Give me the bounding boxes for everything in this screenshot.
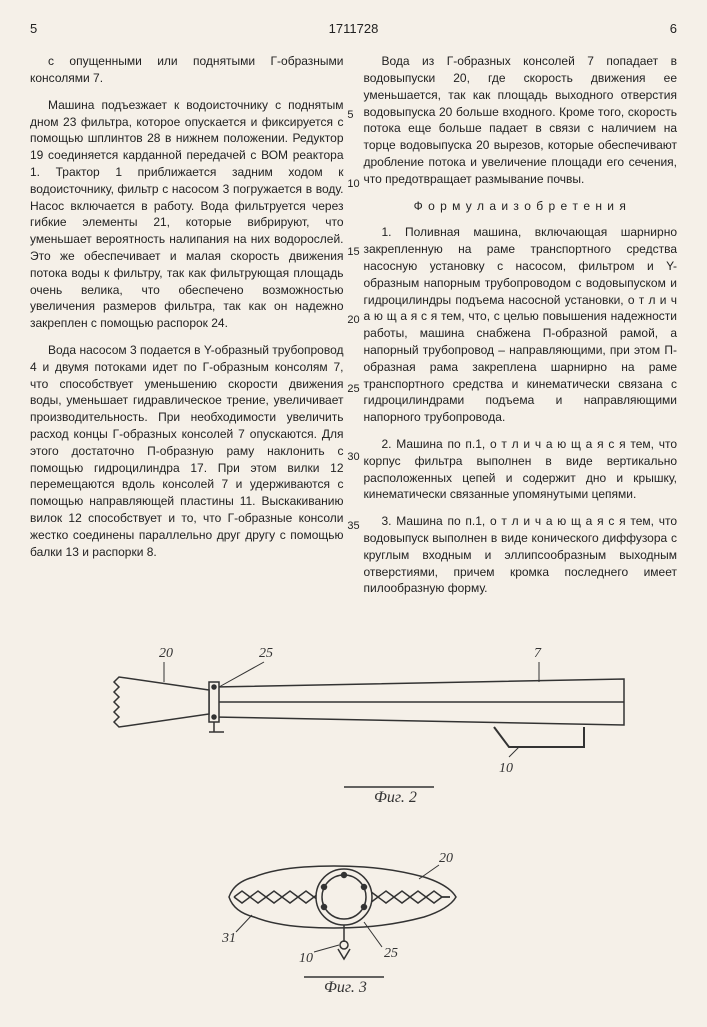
fig2-label: Фиг. 2 [374,789,417,806]
page-num-left: 5 [30,20,37,38]
line-numbers: 5 10 15 20 25 30 35 [347,53,359,534]
paragraph: Машина подъезжает к водоисточнику с подн… [30,97,344,332]
page-header: 5 1711728 6 [30,20,677,38]
formula-heading: Ф о р м у л а и з о б р е т е н и я [364,198,678,215]
text-columns: 5 10 15 20 25 30 35 с опущенными или под… [30,53,677,607]
figure-3: 20 31 10 25 Фиг. 3 [174,827,534,1007]
callout-20: 20 [439,851,453,866]
callout-31: 31 [221,931,236,946]
paragraph: с опущенными или поднятыми Г-образными к… [30,53,344,87]
callout-20: 20 [159,646,173,661]
page-num-right: 6 [670,20,677,38]
callout-7: 7 [534,646,542,661]
line-num: 35 [347,519,359,534]
column-left: с опущенными или поднятыми Г-образными к… [30,53,344,607]
callout-10: 10 [299,951,313,966]
line-num: 15 [347,245,359,260]
line-num: 20 [347,313,359,328]
line-num: 25 [347,382,359,397]
figures-block: 20 25 7 10 Фиг. 2 [30,627,677,1007]
patent-number: 1711728 [329,20,379,38]
paragraph: 1. Поливная машина, включающая шарнирно … [364,224,678,426]
callout-25: 25 [259,646,273,661]
fig3-label: Фиг. 3 [324,979,367,996]
paragraph: Вода насосом 3 подается в Y-образный тру… [30,342,344,560]
figure-2: 20 25 7 10 Фиг. 2 [64,627,644,827]
line-num: 10 [347,177,359,192]
paragraph: 2. Машина по п.1, о т л и ч а ю щ а я с … [364,436,678,503]
line-num: 5 [347,108,359,123]
callout-25: 25 [384,946,398,961]
paragraph: 3. Машина по п.1, о т л и ч а ю щ а я с … [364,513,678,597]
callout-10: 10 [499,761,513,776]
paragraph: Вода из Г-образных консолей 7 попадает в… [364,53,678,187]
line-num: 30 [347,450,359,465]
column-right: Вода из Г-образных консолей 7 попадает в… [364,53,678,607]
